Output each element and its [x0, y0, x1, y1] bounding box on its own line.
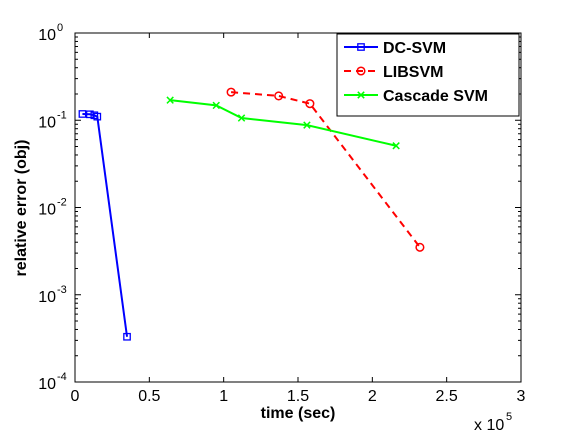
data-point-libsvm — [415, 242, 425, 252]
y-tick-label-base: 10 — [38, 202, 56, 219]
x-tick-label: 0.5 — [138, 388, 160, 405]
data-point-cascade-svm — [237, 114, 246, 122]
legend-item-dc-svm: DC-SVM — [344, 40, 446, 57]
x-axis-label: time (sec) — [261, 405, 336, 422]
legend: DC-SVM LIBSVM Cascade SVM — [336, 33, 520, 117]
series-libsvm — [226, 87, 425, 252]
x-scale-multiplier: x 10 5 — [474, 411, 512, 432]
legend-marker — [356, 66, 366, 76]
legend-label: Cascade SVM — [383, 88, 488, 105]
data-point-libsvm — [226, 87, 236, 97]
y-tick-label-exponent: -2 — [57, 197, 67, 209]
x-tick-label: 3 — [517, 388, 526, 405]
data-point-cascade-svm — [303, 121, 311, 129]
y-tick-label-exponent: -3 — [57, 284, 67, 296]
y-tick-label: 10 -1 — [38, 109, 67, 131]
x-tick-label: 0 — [71, 388, 80, 405]
y-tick-label-exponent: 0 — [57, 22, 63, 34]
y-axis-label: relative error (obj) — [13, 140, 30, 277]
data-point-cascade-svm — [392, 142, 400, 150]
series-line-libsvm — [231, 91, 421, 248]
data-point-dc-svm — [78, 110, 87, 118]
x-tick-label: 1.5 — [287, 388, 309, 405]
legend-item-libsvm: LIBSVM — [344, 64, 443, 81]
legend-marker — [357, 43, 365, 51]
data-point-cascade-svm — [212, 101, 220, 110]
y-tick-label: 10 -3 — [38, 284, 67, 306]
legend-item-cascade-svm: Cascade SVM — [344, 88, 488, 105]
data-point-dc-svm — [93, 112, 102, 121]
y-tick-label-exponent: -4 — [57, 371, 67, 383]
data-point-libsvm — [274, 91, 284, 101]
svg-text:x 10: x 10 — [474, 417, 504, 432]
legend-label: LIBSVM — [383, 64, 443, 81]
svg-text:5: 5 — [506, 411, 512, 423]
data-point-cascade-svm — [166, 96, 174, 104]
y-tick-label-base: 10 — [38, 27, 56, 44]
y-tick-label-base: 10 — [38, 114, 56, 131]
x-tick-label: 2.5 — [436, 388, 458, 405]
y-tick-label: 10 -2 — [38, 197, 67, 219]
series-cascade-svm — [166, 96, 400, 150]
series-dc-svm — [78, 110, 131, 341]
y-tick-label-base: 10 — [38, 289, 56, 306]
legend-marker — [357, 91, 365, 99]
series-layer — [78, 87, 425, 341]
y-tick-label-base: 10 — [38, 376, 56, 393]
data-point-libsvm — [305, 99, 315, 109]
data-point-dc-svm — [86, 110, 94, 119]
legend-label: DC-SVM — [383, 40, 446, 57]
y-tick-label: 10 0 — [38, 22, 63, 44]
data-point-dc-svm — [123, 332, 131, 341]
x-tick-label: 1 — [219, 388, 228, 405]
x-tick-label: 2 — [368, 388, 377, 405]
y-tick-label-exponent: -1 — [57, 109, 67, 121]
y-tick-label: 10 -4 — [38, 371, 67, 393]
